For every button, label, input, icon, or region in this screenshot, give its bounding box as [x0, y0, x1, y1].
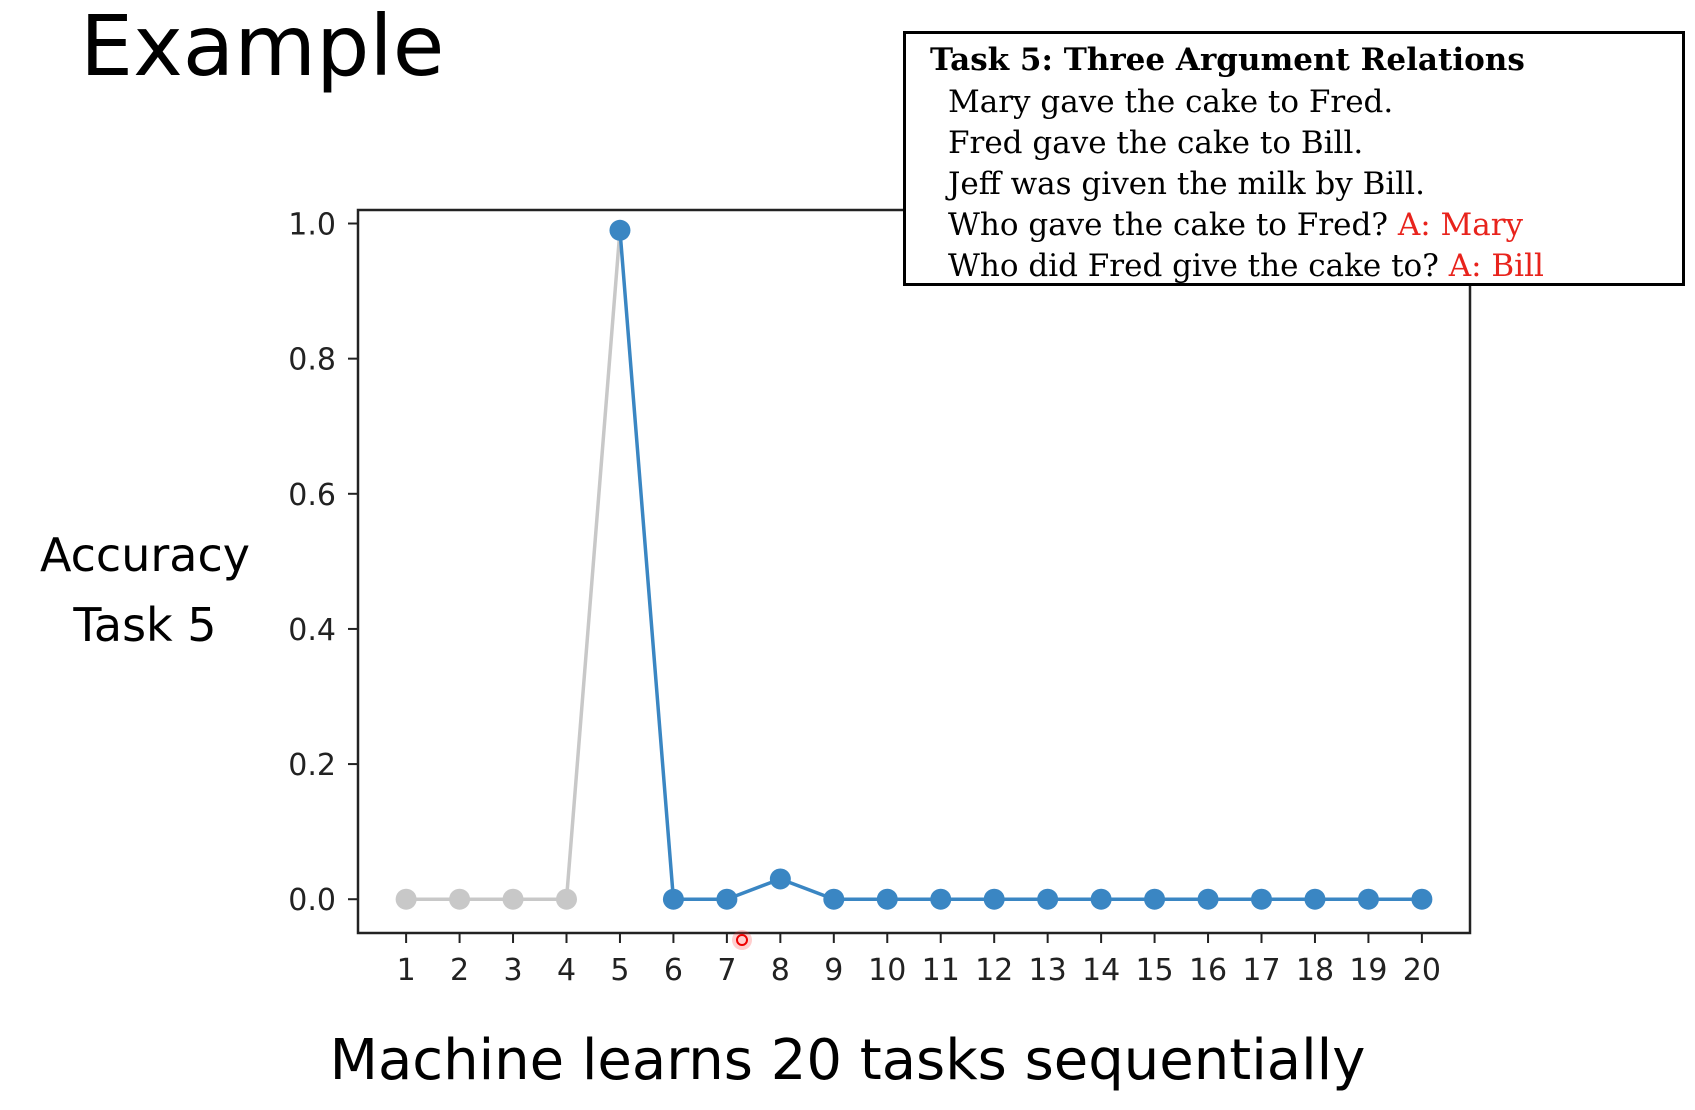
x-tick-label: 15 — [1135, 953, 1173, 988]
task-line: Who gave the cake to Fred? A: Mary — [930, 205, 1682, 246]
y-axis-label-line-2: Task 5 — [73, 598, 217, 652]
data-point — [1411, 888, 1433, 910]
x-tick-label: 1 — [397, 953, 416, 988]
series-line — [618, 230, 1422, 901]
data-point — [1090, 888, 1112, 910]
task-answer: A: Mary — [1397, 207, 1524, 243]
x-tick-label: 16 — [1189, 953, 1227, 988]
y-tick-label: 1.0 — [288, 208, 336, 243]
task-line-text: Fred gave the cake to Bill. — [948, 125, 1364, 161]
data-point — [395, 888, 417, 910]
data-point — [1144, 888, 1166, 910]
x-tick-label: 4 — [557, 953, 576, 988]
task-line-text: Mary gave the cake to Fred. — [948, 84, 1394, 120]
task-line-text: Jeff was given the milk by Bill. — [948, 166, 1425, 202]
x-tick-label: 18 — [1296, 953, 1334, 988]
y-tick-label: 0.6 — [288, 478, 336, 513]
plot-frame — [356, 208, 1472, 935]
y-tick-label: 0.0 — [288, 883, 336, 918]
data-point — [1251, 888, 1272, 910]
task-line: Mary gave the cake to Fred. — [930, 82, 1682, 123]
data-point — [609, 219, 631, 241]
slide-title: Example — [80, 0, 445, 95]
x-tick-label: 2 — [450, 953, 469, 988]
x-tick-label: 10 — [868, 953, 906, 988]
data-point — [716, 888, 738, 910]
pointer-cursor-icon — [732, 930, 752, 950]
x-tick-label: 11 — [922, 953, 960, 988]
data-point — [556, 888, 577, 910]
x-tick-label: 12 — [975, 953, 1013, 988]
task-line-text: Who gave the cake to Fred? — [948, 207, 1388, 243]
y-axis-label: Accuracy Task 5 — [20, 520, 270, 660]
task-line-text: Who did Fred give the cake to? — [948, 248, 1439, 284]
task-line: Fred gave the cake to Bill. — [930, 123, 1682, 164]
data-point — [983, 888, 1005, 910]
y-tick-label: 0.4 — [288, 613, 336, 648]
task-answer: A: Bill — [1448, 248, 1544, 284]
x-tick-label: 8 — [771, 953, 790, 988]
data-point — [1197, 888, 1219, 910]
data-point — [823, 888, 845, 910]
data-point — [1037, 888, 1059, 910]
x-tick-label: 19 — [1349, 953, 1387, 988]
y-tick-label: 0.8 — [288, 343, 336, 378]
x-tick-label: 9 — [824, 953, 843, 988]
task-title: Task 5: Three Argument Relations — [930, 42, 1525, 78]
data-point — [502, 888, 524, 910]
data-point — [930, 888, 952, 910]
x-tick-label: 7 — [717, 953, 736, 988]
x-tick-label: 5 — [610, 953, 629, 988]
task-description-box: Task 5: Three Argument Relations Mary ga… — [903, 31, 1685, 286]
data-point — [876, 888, 898, 910]
y-axis-label-line-1: Accuracy — [39, 528, 250, 582]
data-point — [1357, 888, 1379, 910]
data-point — [1304, 888, 1326, 910]
data-point — [769, 868, 791, 890]
task-line: Who did Fred give the cake to? A: Bill — [930, 246, 1682, 287]
data-point — [449, 888, 471, 910]
y-tick-label: 0.2 — [288, 748, 336, 783]
x-tick-label: 17 — [1242, 953, 1280, 988]
task-line: Jeff was given the milk by Bill. — [930, 164, 1682, 205]
data-point — [662, 888, 684, 910]
x-tick-label: 13 — [1029, 953, 1067, 988]
x-tick-label: 6 — [664, 953, 683, 988]
series-line — [406, 230, 622, 901]
x-tick-label: 20 — [1403, 953, 1441, 988]
x-tick-label: 14 — [1082, 953, 1120, 988]
slide-caption: Machine learns 20 tasks sequentially — [329, 1028, 1366, 1093]
x-tick-label: 3 — [503, 953, 522, 988]
